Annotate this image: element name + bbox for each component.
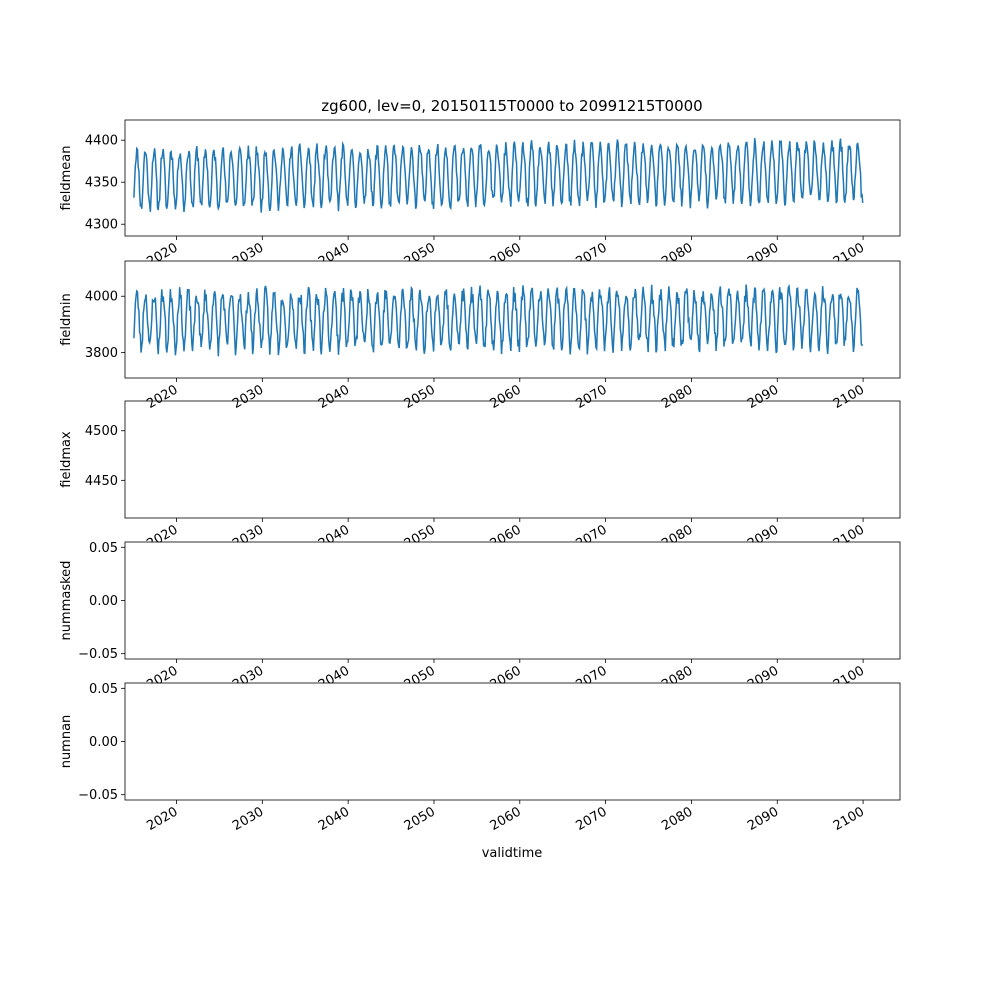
x-tick-label: 2080 [659, 804, 695, 834]
plot-frame-fieldmin [124, 260, 901, 379]
y-tick-label: 3800 [85, 346, 118, 361]
panels: 4300 4350 4400 2020 2030 2040 2050 2060 2070 2080… [59, 119, 901, 834]
series-line-fieldmean [133, 138, 864, 213]
y-tick-label: 4350 [85, 176, 118, 191]
x-tick-label: 2020 [144, 804, 180, 834]
y-tick-label: 4400 [85, 134, 118, 149]
x-tick-label: 2060 [488, 804, 524, 834]
y-tick-label: −0.05 [78, 788, 118, 803]
y-axis-label-numnan: numnan [59, 715, 74, 769]
x-tick-label: 2100 [831, 804, 867, 834]
plot-frame-fieldmax [124, 400, 901, 519]
panel-mask [125, 401, 900, 518]
panel-numnan: −0.05 0.00 0.05 2020 2030 2040 2050 2060 2070 208… [59, 682, 901, 834]
plot-frame-fieldmean [124, 119, 901, 237]
y-tick-label: 0.05 [89, 682, 118, 697]
panel-mask [125, 683, 900, 800]
y-tick-label: 0.00 [89, 735, 118, 750]
y-axis-label-nummasked: nummasked [59, 561, 74, 641]
y-axis-label-fieldmean: fieldmean [59, 146, 74, 211]
x-axis-label: validtime [482, 846, 543, 861]
figure-title: zg600, lev=0, 20150115T0000 to 20991215T… [321, 97, 702, 115]
y-tick-label: 4450 [85, 474, 118, 489]
y-tick-label: 0.00 [89, 594, 118, 609]
series-line-fieldmin [133, 283, 864, 357]
y-tick-label: 4000 [85, 290, 118, 305]
y-axis-label-fieldmax: fieldmax [59, 431, 74, 488]
x-tick-label: 2050 [402, 804, 438, 834]
x-tick-label: 2040 [316, 804, 352, 834]
y-tick-label: 4500 [85, 424, 118, 439]
x-tick-label: 2090 [745, 804, 781, 834]
y-tick-label: 4300 [85, 218, 118, 233]
x-tick-label: 2070 [573, 804, 609, 834]
y-tick-label: 0.05 [89, 541, 118, 556]
y-tick-label: −0.05 [78, 647, 118, 662]
panel-mask [125, 542, 900, 659]
y-axis-label-fieldmin: fieldmin [59, 293, 74, 346]
x-tick-label: 2030 [230, 804, 266, 834]
